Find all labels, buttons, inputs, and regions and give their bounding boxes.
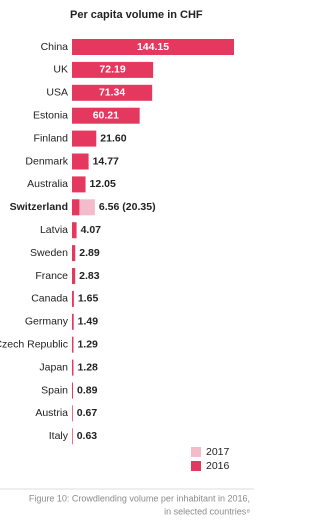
- category-label: Finland: [34, 132, 69, 144]
- legend-swatch: [191, 447, 201, 457]
- bar: [72, 336, 74, 353]
- value-label: 1.29: [77, 338, 98, 350]
- caption: Figure 10: Crowdlending volume per inhab…: [29, 493, 250, 503]
- bar: [72, 405, 73, 422]
- bar: [72, 176, 86, 193]
- bar: [72, 245, 76, 262]
- value-label: 2.83: [79, 270, 100, 282]
- chart-title: Per capita volume in CHF: [70, 9, 203, 21]
- value-label: 72.19: [99, 64, 125, 76]
- value-label: 71.34: [99, 87, 125, 99]
- bar: [72, 199, 80, 216]
- bar: [72, 61, 154, 78]
- bar: [72, 313, 74, 330]
- category-label: Latvia: [40, 224, 68, 236]
- category-label: Czech Republic: [0, 338, 68, 350]
- bar: [72, 130, 97, 147]
- value-label: 12.05: [90, 178, 116, 190]
- value-label: 1.28: [77, 361, 98, 373]
- value-label: (20.35): [122, 201, 155, 213]
- category-label: Austria: [35, 407, 68, 419]
- legend-label: 2016: [206, 460, 230, 472]
- value-label: 144.15: [137, 41, 169, 53]
- category-label: Switzerland: [10, 201, 68, 213]
- value-label: 21.60: [100, 132, 126, 144]
- bar: [72, 268, 76, 284]
- legend-swatch: [191, 461, 201, 471]
- bar: [72, 39, 234, 55]
- category-label: Australia: [27, 178, 68, 190]
- bar: [72, 222, 77, 239]
- value-label: 4.07: [81, 224, 102, 236]
- category-label: Estonia: [33, 109, 68, 121]
- legend-label: 2017: [206, 446, 230, 458]
- value-label: 1.65: [78, 293, 99, 305]
- category-label: Denmark: [25, 155, 68, 167]
- category-label: Italy: [49, 430, 69, 442]
- value-label: 0.63: [77, 430, 98, 442]
- bar: [72, 428, 73, 445]
- caption: in selected countries⁸: [164, 506, 250, 516]
- bar: [72, 290, 74, 307]
- value-label: 6.56: [99, 201, 120, 213]
- category-label: Japan: [39, 361, 68, 373]
- category-label: Germany: [25, 316, 69, 328]
- bar: [72, 153, 89, 170]
- value-label: 1.49: [78, 316, 99, 328]
- category-label: USA: [46, 87, 68, 99]
- category-label: China: [41, 41, 69, 53]
- category-label: Spain: [41, 384, 68, 396]
- bar: [72, 382, 74, 399]
- value-label: 2.89: [79, 247, 100, 259]
- category-label: Canada: [31, 293, 68, 305]
- category-label: Sweden: [30, 247, 68, 259]
- bar: [72, 107, 140, 124]
- category-label: UK: [53, 64, 68, 76]
- value-label: 14.77: [93, 155, 119, 167]
- bar: [72, 359, 74, 376]
- value-label: 60.21: [93, 109, 119, 121]
- chart: Per capita volume in CHF Figure 10: Crow…: [0, 9, 254, 516]
- value-label: 0.67: [77, 407, 98, 419]
- category-label: France: [35, 270, 68, 282]
- bar: [72, 84, 153, 101]
- value-label: 0.89: [77, 384, 98, 396]
